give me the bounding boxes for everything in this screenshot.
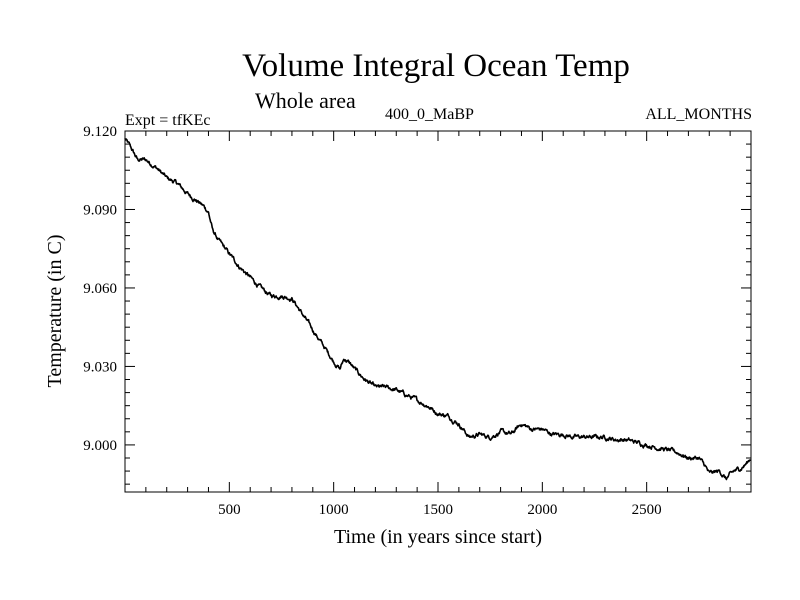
chart-subtitle: Whole area [255, 88, 356, 113]
x-tick-label: 500 [218, 502, 241, 518]
x-tick-label: 2500 [632, 502, 662, 518]
y-tick-label: 9.030 [83, 359, 117, 375]
y-axis-label: Temperature (in C) [44, 235, 66, 388]
period-label: 400_0_MaBP [385, 106, 474, 123]
y-tick-label: 9.120 [83, 124, 117, 140]
y-tick-label: 9.000 [83, 438, 117, 454]
chart-title: Volume Integral Ocean Temp [242, 48, 630, 84]
months-label: ALL_MONTHS [645, 106, 752, 123]
axis-ticks [125, 130, 751, 492]
x-tick-label: 2000 [527, 502, 557, 518]
experiment-label: Expt = tfKEc [125, 112, 210, 129]
x-tick-label: 1000 [319, 502, 349, 518]
x-axis-label: Time (in years since start) [334, 526, 542, 548]
plot-area-frame [124, 130, 752, 493]
x-tick-label: 1500 [423, 502, 453, 518]
y-tick-label: 9.060 [83, 281, 117, 297]
temperature-series-line [124, 138, 752, 481]
series-layer [124, 138, 752, 481]
axis-tick-labels: 500 1000 1500 2000 2500 9.000 9.030 9.060 9.090 9… [83, 124, 661, 518]
y-tick-label: 9.090 [83, 202, 117, 218]
